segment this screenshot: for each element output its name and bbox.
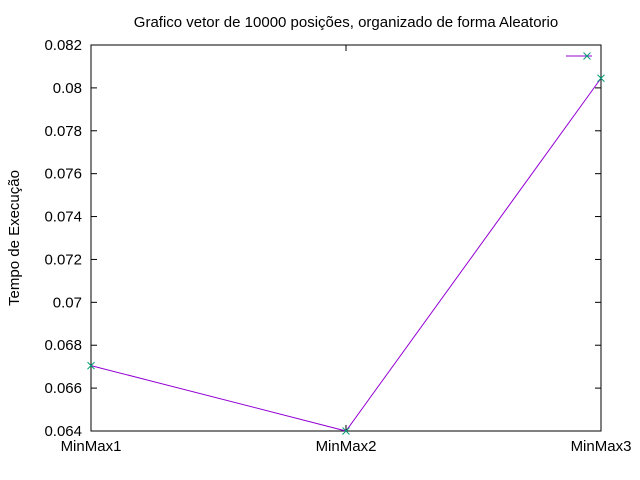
legend-marker-sample <box>583 52 591 60</box>
y-tick-label: 0.068 <box>44 337 82 354</box>
chart-title: Grafico vetor de 10000 posições, organiz… <box>134 14 558 31</box>
x-axis-ticks: MinMax1 MinMax2 MinMax3 <box>61 45 632 455</box>
y-tick-label: 0.08 <box>53 80 82 97</box>
y-tick-label: 0.074 <box>44 209 82 226</box>
data-point <box>597 74 605 83</box>
y-tick-label: 0.066 <box>44 380 82 397</box>
data-point <box>87 361 95 370</box>
data-point <box>342 427 350 435</box>
x-tick-label: MinMax2 <box>316 438 377 455</box>
y-tick-label: 0.064 <box>44 423 82 440</box>
y-tick-label: 0.082 <box>44 37 82 54</box>
series-layer <box>87 74 605 435</box>
y-tick-label: 0.078 <box>44 123 82 140</box>
legend-item <box>566 52 592 60</box>
series-line <box>90 77 602 432</box>
x-tick-label: MinMax3 <box>571 438 632 455</box>
x-tick-label: MinMax1 <box>61 438 122 455</box>
plot-frame <box>90 44 602 432</box>
y-axis-label: Tempo de Execução <box>6 170 23 306</box>
y-tick-label: 0.072 <box>44 251 82 268</box>
y-axis-ticks: 0.064 0.066 0.068 0.07 0.072 0.074 0.076 0.078 0… <box>44 37 601 440</box>
y-tick-label: 0.07 <box>53 294 82 311</box>
legend <box>566 52 592 60</box>
y-tick-label: 0.076 <box>44 166 82 183</box>
